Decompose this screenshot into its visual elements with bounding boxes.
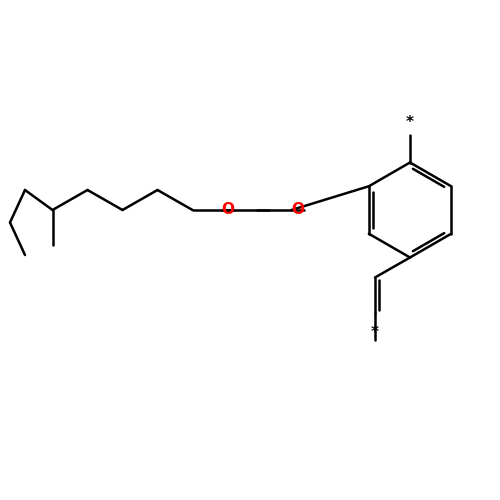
Text: *: * bbox=[371, 325, 379, 340]
Text: O: O bbox=[291, 202, 304, 218]
Text: O: O bbox=[221, 202, 234, 218]
Text: *: * bbox=[406, 115, 414, 130]
